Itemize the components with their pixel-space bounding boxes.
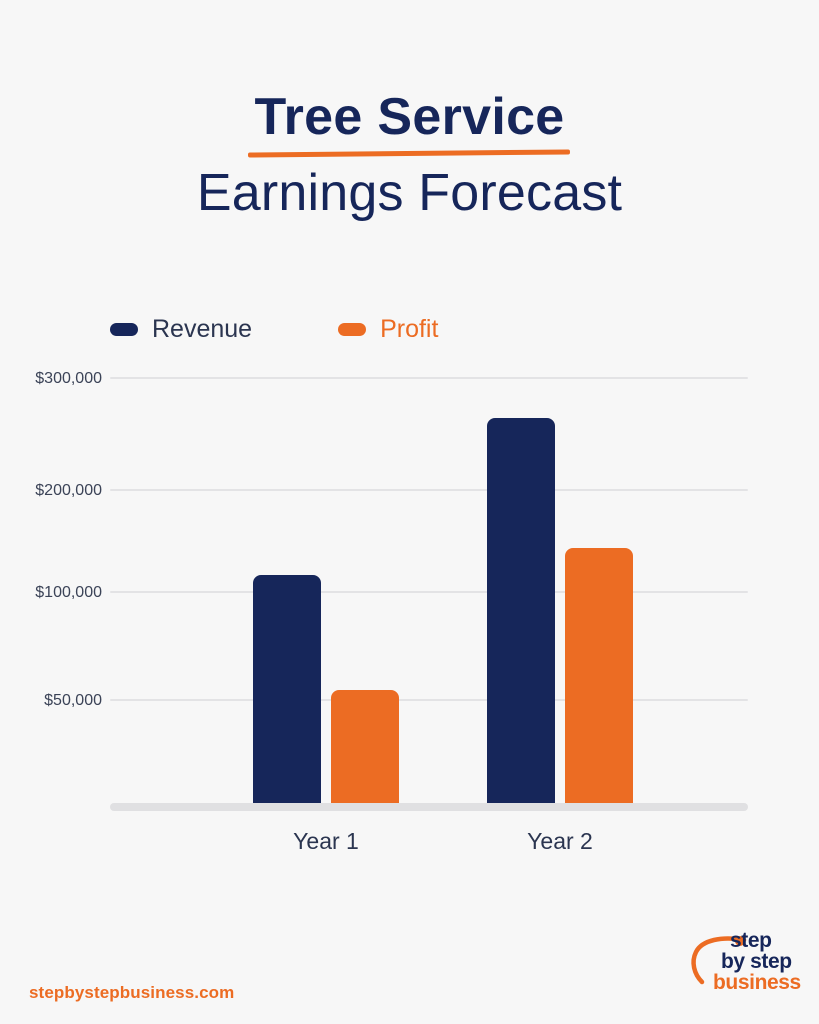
- brand-logo[interactable]: step by step business: [686, 930, 801, 1002]
- gridline-100000: [110, 591, 748, 593]
- gridline-50000: [110, 699, 748, 701]
- bar-year2-profit[interactable]: [565, 548, 633, 807]
- bar-year2-revenue[interactable]: [487, 418, 555, 807]
- legend-swatch-profit-icon: [338, 322, 367, 336]
- logo-line-2: by step: [721, 950, 792, 973]
- xtick-label-year-2: Year 2: [527, 828, 593, 854]
- title-block: Tree Service Earnings Forecast: [0, 86, 819, 224]
- gridline-300000: [110, 377, 748, 379]
- gridline-200000: [110, 489, 748, 491]
- footer-website-url[interactable]: stepbystepbusiness.com: [29, 983, 235, 1002]
- page-title-secondary: Earnings Forecast: [196, 164, 623, 222]
- logo-wordmark: step by step business: [713, 929, 802, 993]
- x-axis-baseline: [110, 803, 748, 811]
- chart-legend: Revenue Profit: [110, 314, 438, 344]
- legend-item-profit[interactable]: Profit: [338, 314, 438, 344]
- legend-label-revenue: Revenue: [152, 315, 253, 343]
- legend-label-profit: Profit: [380, 315, 439, 343]
- xtick-label-year-1: Year 1: [293, 828, 359, 854]
- logo-swoosh-icon: [691, 936, 747, 985]
- legend-swatch-revenue-icon: [110, 322, 138, 336]
- bar-year1-profit[interactable]: [331, 690, 399, 807]
- legend-item-revenue[interactable]: Revenue: [110, 314, 252, 344]
- page-title-primary: Tree Service: [254, 88, 565, 146]
- logo-line-1: step: [730, 929, 772, 952]
- ytick-label-100000: $100,000: [35, 584, 102, 601]
- ytick-label-300000: $300,000: [35, 370, 102, 387]
- bar-year1-revenue[interactable]: [253, 575, 321, 807]
- ytick-label-200000: $200,000: [35, 482, 102, 499]
- ytick-label-50000: $50,000: [44, 692, 102, 709]
- logo-line-3: business: [713, 971, 801, 994]
- title-primary-wrap: Tree Service: [248, 86, 571, 158]
